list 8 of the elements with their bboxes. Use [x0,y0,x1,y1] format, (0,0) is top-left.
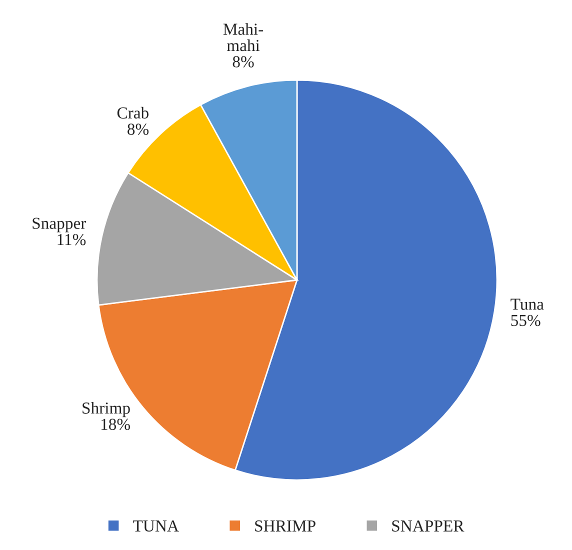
data-label: Crab 8% [117,106,149,135]
data-label: Mahi- mahi 8% [223,23,264,68]
legend-label: SNAPPER [392,520,464,532]
data-label: Snapper 11% [32,218,86,246]
data-label: Tuna 55% [510,298,544,326]
legend-label: TUNA [133,520,179,532]
legend-label: SHRIMP [255,520,316,532]
data-label: Shrimp 18% [82,402,130,430]
